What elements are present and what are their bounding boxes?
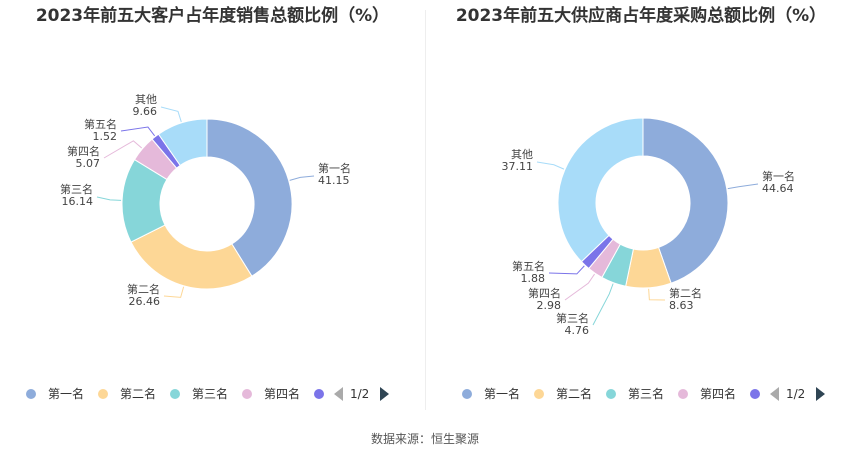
legend-swatch-icon <box>462 389 472 399</box>
label-leader-line <box>103 140 143 159</box>
slice-value-label: 4.76 <box>565 324 590 337</box>
slice-value-label: 5.07 <box>76 157 101 170</box>
legend-label: 第一名 <box>484 387 521 401</box>
legend-swatch-icon <box>242 389 252 399</box>
label-leader-line <box>548 265 585 275</box>
slice-category-label: 第四名 <box>528 286 561 300</box>
slice-value-label: 1.88 <box>521 272 546 285</box>
slice-value-label: 16.14 <box>62 195 94 208</box>
slice-category-label: 第一名 <box>318 161 351 175</box>
pie-slice[interactable] <box>157 118 208 167</box>
panel-divider <box>425 10 426 410</box>
slice-category-label: 第四名 <box>67 144 100 158</box>
legend-next-icon[interactable] <box>380 387 389 401</box>
chart-title: 2023年前五大供应商占年度采购总额比例（%） <box>455 6 827 26</box>
legend-swatch-icon <box>534 389 544 399</box>
slice-value-label: 41.15 <box>318 174 350 187</box>
slice-category-label: 其他 <box>511 148 533 161</box>
slice-value-label: 26.46 <box>129 295 161 308</box>
legend-page-indicator: 1/2 <box>786 387 806 401</box>
legend-swatch-icon <box>678 389 688 399</box>
legend-label: 第二名 <box>120 387 157 401</box>
supplier-chart-panel: 2023年前五大供应商占年度采购总额比例（%） 第一名 44.64 第二名 8.63 第… <box>426 0 850 420</box>
label-leader-line <box>727 183 759 190</box>
data-source-note: 数据来源：恒生聚源 <box>370 432 479 446</box>
legend-prev-icon[interactable] <box>334 387 343 401</box>
slice-category-label: 第二名 <box>669 286 702 300</box>
pie-slice[interactable] <box>642 117 729 284</box>
slice-category-label: 其他 <box>135 93 157 106</box>
pie-slice[interactable] <box>557 117 644 263</box>
slice-value-label: 37.11 <box>502 160 534 173</box>
slice-value-label: 9.66 <box>133 105 158 118</box>
label-leader-line <box>564 273 595 301</box>
legend-label: 第二名 <box>556 387 593 401</box>
slice-category-label: 第三名 <box>556 311 589 325</box>
pie-slice[interactable] <box>130 224 253 290</box>
legend-swatch-icon <box>170 389 180 399</box>
slice-category-label: 第五名 <box>512 259 545 273</box>
pie-slice[interactable] <box>206 118 293 277</box>
legend-swatch-icon <box>750 389 760 399</box>
customer-chart-panel: 2023年前五大客户占年度销售总额比例（%） 第一名 41.15 第二名 26.46 第… <box>0 0 425 420</box>
label-leader-line <box>160 106 182 123</box>
label-leader-line <box>536 161 565 170</box>
chart-legend: 第一名 第二名 第三名 第四名 1/2 <box>0 384 425 404</box>
legend-label: 第三名 <box>192 387 229 401</box>
label-leader-line <box>648 288 666 301</box>
chart-title: 2023年前五大客户占年度销售总额比例（%） <box>35 6 390 26</box>
legend-prev-icon[interactable] <box>770 387 779 401</box>
legend-swatch-icon <box>98 389 108 399</box>
legend-swatch-icon <box>26 389 36 399</box>
label-leader-line <box>96 196 122 201</box>
legend-label: 第四名 <box>700 387 737 401</box>
legend-label: 第三名 <box>628 387 665 401</box>
legend-swatch-icon <box>606 389 616 399</box>
slice-category-label: 第五名 <box>84 117 117 131</box>
legend-page-indicator: 1/2 <box>350 387 370 401</box>
slice-value-label: 8.63 <box>669 299 694 312</box>
slice-category-label: 第三名 <box>60 182 93 196</box>
legend-next-icon[interactable] <box>816 387 825 401</box>
legend-swatch-icon <box>314 389 324 399</box>
label-leader-line <box>592 283 614 326</box>
slice-value-label: 44.64 <box>762 182 794 195</box>
label-leader-line <box>120 126 156 137</box>
legend-label: 第四名 <box>264 387 301 401</box>
label-leader-line <box>163 286 185 298</box>
slice-value-label: 2.98 <box>537 299 562 312</box>
legend-label: 第一名 <box>48 387 85 401</box>
chart-legend: 第一名 第二名 第三名 第四名 1/2 <box>426 384 850 404</box>
slice-value-label: 1.52 <box>93 130 118 143</box>
slice-category-label: 第二名 <box>127 282 160 296</box>
slice-category-label: 第一名 <box>762 169 795 183</box>
label-leader-line <box>289 175 315 181</box>
